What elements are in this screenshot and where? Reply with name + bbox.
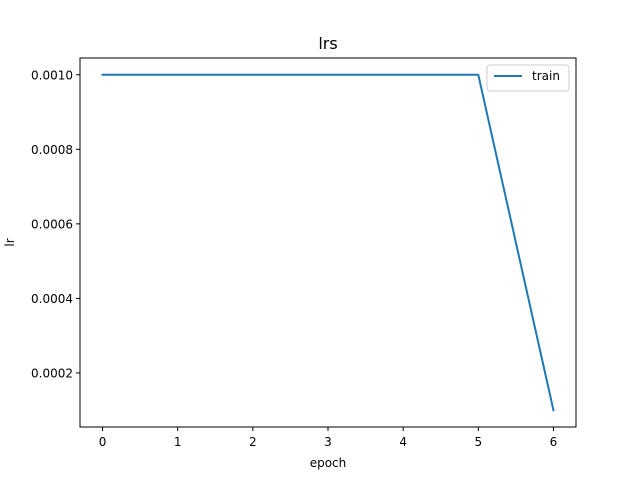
series-line-train bbox=[101, 73, 555, 412]
y-axis-label: lr bbox=[3, 238, 17, 246]
legend-box bbox=[486, 64, 570, 92]
x-tick-label: 4 bbox=[399, 435, 407, 449]
y-tick-label: 0.0006 bbox=[31, 217, 73, 231]
legend: train bbox=[486, 64, 570, 92]
x-tick-label: 5 bbox=[474, 435, 482, 449]
x-tick-label: 3 bbox=[324, 435, 332, 449]
legend-label-train: train bbox=[532, 69, 560, 83]
x-axis: 0 1 2 3 4 5 6 bbox=[99, 427, 558, 449]
x-tick-label: 6 bbox=[550, 435, 558, 449]
x-tick-label: 2 bbox=[249, 435, 257, 449]
y-tick-label: 0.0010 bbox=[31, 68, 73, 82]
y-axis: 0.0002 0.0004 0.0006 0.0008 0.0010 bbox=[31, 68, 80, 380]
x-axis-label: epoch bbox=[310, 456, 347, 470]
y-tick-label: 0.0008 bbox=[31, 143, 73, 157]
chart-title: lrs bbox=[318, 34, 337, 53]
y-tick-label: 0.0002 bbox=[31, 366, 73, 380]
series-layer bbox=[101, 73, 555, 412]
y-tick-label: 0.0004 bbox=[31, 292, 73, 306]
x-tick-label: 0 bbox=[99, 435, 107, 449]
x-tick-label: 1 bbox=[174, 435, 182, 449]
